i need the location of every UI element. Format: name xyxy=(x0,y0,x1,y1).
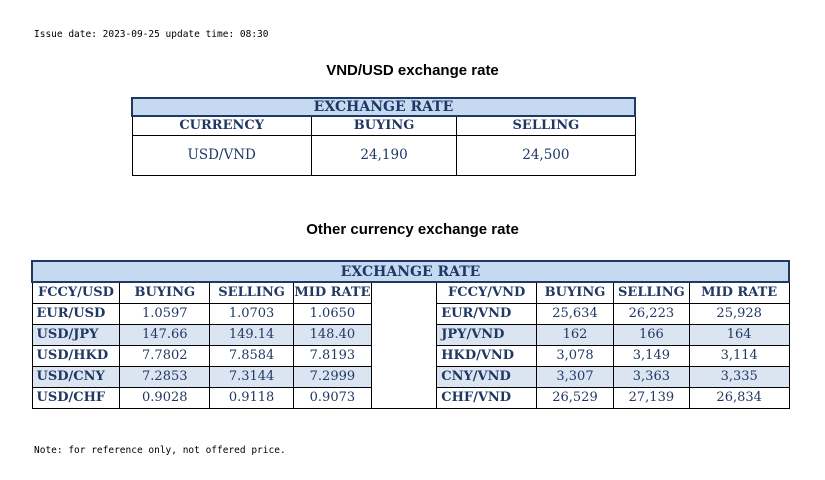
pair-cell: EUR/VND xyxy=(436,302,538,325)
buying-cell: 3,307 xyxy=(536,365,614,388)
pair-cell: JPY/VND xyxy=(436,323,538,346)
header-buying: BUYING xyxy=(119,281,211,304)
table-title: EXCHANGE RATE xyxy=(131,97,636,117)
buying-cell: 162 xyxy=(536,323,614,346)
selling-cell: 3,363 xyxy=(612,365,690,388)
selling-cell: 166 xyxy=(612,323,690,346)
buying-cell: 7.7802 xyxy=(119,344,211,367)
pair-cell: USD/JPY xyxy=(31,323,121,346)
buying-cell: 0.9028 xyxy=(119,386,211,409)
spacer-cell xyxy=(370,387,438,409)
pair-cell: EUR/USD xyxy=(31,302,121,325)
mid-rate-cell: 7.8193 xyxy=(293,344,372,367)
spacer-cell xyxy=(370,345,438,366)
buying-cell: 24,190 xyxy=(310,134,458,176)
mid-rate-cell: 3,335 xyxy=(688,365,790,388)
other-currency-heading: Other currency exchange rate xyxy=(306,221,519,238)
table-row: USD/HKD 7.7802 7.8584 7.8193 HKD/VND 3,0… xyxy=(31,344,790,367)
buying-cell: 26,529 xyxy=(536,386,614,409)
reference-note: Note: for reference only, not offered pr… xyxy=(34,445,286,456)
selling-cell: 27,139 xyxy=(612,386,690,409)
pair-cell: USD/CHF xyxy=(31,386,121,409)
selling-cell: 26,223 xyxy=(612,302,690,325)
buying-cell: 3,078 xyxy=(536,344,614,367)
table-row: USD/VND 24,190 24,500 xyxy=(131,134,636,176)
selling-cell: 7.3144 xyxy=(209,365,295,388)
mid-rate-cell: 0.9073 xyxy=(293,386,372,409)
mid-rate-cell: 148.40 xyxy=(293,323,372,346)
issue-date-line: Issue date: 2023-09-25 update time: 08:3… xyxy=(34,29,269,40)
buying-cell: 7.2853 xyxy=(119,365,211,388)
selling-cell: 149.14 xyxy=(209,323,295,346)
spacer-cell xyxy=(370,366,438,387)
vnd-usd-table: EXCHANGE RATE CURRENCY BUYING SELLING US… xyxy=(131,97,636,176)
mid-rate-cell: 25,928 xyxy=(688,302,790,325)
pair-cell: USD/CNY xyxy=(31,365,121,388)
pair-cell: CHF/VND xyxy=(436,386,538,409)
currency-cell: USD/VND xyxy=(131,134,312,176)
mid-rate-cell: 3,114 xyxy=(688,344,790,367)
mid-rate-cell: 7.2999 xyxy=(293,365,372,388)
mid-rate-cell: 164 xyxy=(688,323,790,346)
header-buying: BUYING xyxy=(536,281,614,304)
mid-rate-cell: 1.0650 xyxy=(293,302,372,325)
header-fccy-usd: FCCY/USD xyxy=(31,281,121,304)
table-row: USD/JPY 147.66 149.14 148.40 JPY/VND 162… xyxy=(31,323,790,346)
table-row: USD/CHF 0.9028 0.9118 0.9073 CHF/VND 26,… xyxy=(31,386,790,409)
spacer-cell xyxy=(370,324,438,345)
buying-cell: 147.66 xyxy=(119,323,211,346)
header-selling: SELLING xyxy=(612,281,690,304)
selling-cell: 7.8584 xyxy=(209,344,295,367)
header-selling: SELLING xyxy=(209,281,295,304)
table-title: EXCHANGE RATE xyxy=(31,260,790,283)
header-mid-rate: MID RATE xyxy=(688,281,790,304)
header-selling: SELLING xyxy=(456,115,636,136)
buying-cell: 25,634 xyxy=(536,302,614,325)
buying-cell: 1.0597 xyxy=(119,302,211,325)
header-mid-rate: MID RATE xyxy=(293,281,372,304)
spacer-cell xyxy=(370,281,438,303)
selling-cell: 3,149 xyxy=(612,344,690,367)
header-buying: BUYING xyxy=(310,115,458,136)
pair-cell: CNY/VND xyxy=(436,365,538,388)
table-row: EUR/USD 1.0597 1.0703 1.0650 EUR/VND 25,… xyxy=(31,302,790,325)
header-currency: CURRENCY xyxy=(131,115,312,136)
selling-cell: 24,500 xyxy=(456,134,636,176)
mid-rate-cell: 26,834 xyxy=(688,386,790,409)
vnd-usd-heading: VND/USD exchange rate xyxy=(326,62,499,79)
pair-cell: USD/HKD xyxy=(31,344,121,367)
selling-cell: 1.0703 xyxy=(209,302,295,325)
selling-cell: 0.9118 xyxy=(209,386,295,409)
other-currency-table: EXCHANGE RATE FCCY/USD BUYING SELLING MI… xyxy=(31,260,790,409)
spacer-cell xyxy=(370,303,438,324)
header-fccy-vnd: FCCY/VND xyxy=(436,281,538,304)
pair-cell: HKD/VND xyxy=(436,344,538,367)
table-row: USD/CNY 7.2853 7.3144 7.2999 CNY/VND 3,3… xyxy=(31,365,790,388)
